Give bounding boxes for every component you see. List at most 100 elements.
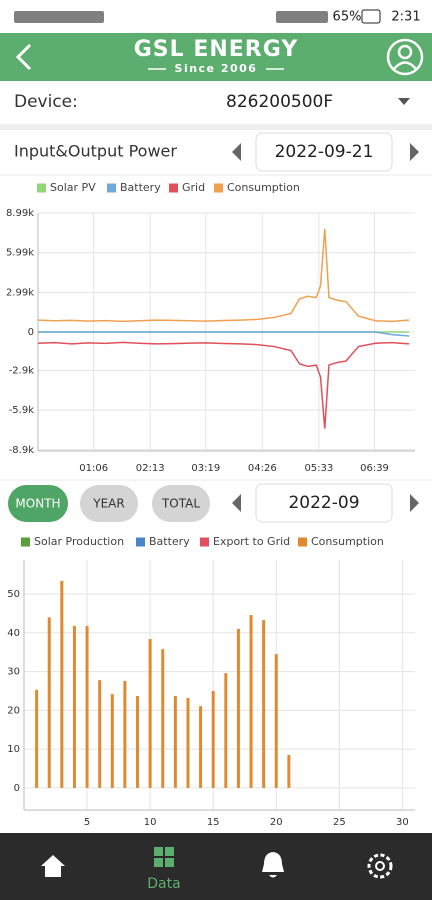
legend-swatch bbox=[214, 183, 223, 193]
bar bbox=[186, 697, 190, 788]
bar bbox=[274, 654, 278, 788]
app-subtitle: Since 2006 bbox=[175, 62, 258, 75]
date-box[interactable] bbox=[255, 132, 393, 172]
y-tick-label: 10 bbox=[7, 744, 20, 755]
device-value[interactable]: 826200500F bbox=[226, 92, 333, 112]
bar bbox=[47, 617, 51, 788]
tab-pill bbox=[8, 485, 68, 522]
nav-data-icon bbox=[154, 858, 163, 867]
bottom-nav bbox=[0, 833, 432, 900]
bar bbox=[35, 689, 39, 788]
x-tick-label: 15 bbox=[207, 817, 220, 828]
legend-swatch bbox=[107, 183, 116, 193]
bar bbox=[60, 580, 64, 788]
x-tick-label: 05:33 bbox=[304, 463, 333, 474]
legend-label: Grid bbox=[182, 181, 205, 194]
profile-head bbox=[397, 44, 413, 60]
prev-date[interactable] bbox=[232, 143, 241, 161]
bar bbox=[148, 639, 152, 788]
period-tab[interactable]: YEAR bbox=[80, 485, 138, 522]
bar bbox=[161, 649, 165, 788]
y-tick-label: 20 bbox=[7, 705, 20, 716]
next-month[interactable] bbox=[410, 494, 419, 512]
nav-settings[interactable] bbox=[367, 853, 393, 879]
bar bbox=[98, 680, 102, 788]
y-tick-label: 5.99k bbox=[6, 248, 34, 259]
status-icons-right bbox=[276, 11, 328, 23]
x-tick-label: 02:13 bbox=[136, 463, 165, 474]
nav-data-icon bbox=[165, 858, 174, 867]
legend-label: Consumption bbox=[227, 181, 300, 194]
period-tab[interactable]: MONTH bbox=[8, 485, 68, 522]
series-line bbox=[37, 341, 410, 429]
y-tick-label: 0 bbox=[28, 327, 34, 338]
clock: 2:31 bbox=[391, 10, 420, 25]
gear-outer bbox=[367, 853, 393, 879]
legend-swatch bbox=[169, 183, 178, 193]
x-tick-label: 10 bbox=[144, 817, 157, 828]
y-tick-label: 2.99k bbox=[6, 287, 34, 298]
profile-body bbox=[393, 61, 417, 70]
prev-month[interactable] bbox=[232, 494, 241, 512]
nav-notifications[interactable] bbox=[262, 852, 284, 878]
bar bbox=[211, 691, 215, 788]
nav-data-icon bbox=[165, 847, 174, 856]
x-tick-label: 5 bbox=[84, 817, 90, 828]
y-tick-label: 0 bbox=[14, 783, 20, 794]
date-value: 2022-09-21 bbox=[275, 142, 374, 162]
profile-button[interactable] bbox=[386, 38, 424, 76]
legend-swatch bbox=[298, 537, 307, 547]
bar bbox=[287, 754, 291, 788]
x-tick-label: 04:26 bbox=[248, 463, 277, 474]
bar bbox=[110, 694, 114, 788]
legend-label: Export to Grid bbox=[213, 535, 290, 548]
x-tick-label: 25 bbox=[333, 817, 346, 828]
x-tick-label: 30 bbox=[396, 817, 409, 828]
legend-swatch bbox=[136, 537, 145, 547]
x-tick-label: 03:19 bbox=[191, 463, 220, 474]
back-button[interactable] bbox=[15, 43, 32, 71]
app-title: GSL ENERGY bbox=[134, 37, 299, 62]
tab-pill bbox=[80, 485, 138, 522]
x-tick-label: 01:06 bbox=[79, 463, 108, 474]
gear-inner bbox=[375, 861, 385, 871]
separator bbox=[0, 124, 432, 130]
bar bbox=[123, 680, 127, 788]
tab-label: MONTH bbox=[15, 497, 60, 511]
nav-data[interactable]: Data bbox=[147, 847, 181, 892]
y-tick-label: -2.9k bbox=[9, 365, 35, 376]
month-box[interactable] bbox=[255, 483, 393, 523]
legend-label: Battery bbox=[120, 181, 161, 194]
bar bbox=[136, 696, 140, 788]
bar bbox=[224, 673, 228, 788]
device-dropdown[interactable] bbox=[398, 98, 410, 105]
legend-swatch bbox=[200, 537, 209, 547]
legend-label: Consumption bbox=[311, 535, 384, 548]
next-date[interactable] bbox=[410, 143, 419, 161]
nav-home[interactable] bbox=[41, 855, 65, 877]
month-value: 2022-09 bbox=[288, 493, 359, 513]
line-chart: 8.99k 5.99k 2.99k 0 -2.9k -5.9k -8.9k 01:06 02:1… bbox=[6, 181, 415, 474]
series-line bbox=[38, 331, 410, 337]
power-title: Input&Output Power bbox=[14, 142, 177, 161]
legend-swatch bbox=[21, 537, 30, 547]
legend-label: Battery bbox=[149, 535, 190, 548]
y-tick-label: 8.99k bbox=[6, 208, 34, 219]
y-tick-label: -8.9k bbox=[9, 445, 35, 456]
period-tab[interactable]: TOTAL bbox=[152, 485, 210, 522]
device-label: Device: bbox=[14, 92, 78, 112]
tab-label: TOTAL bbox=[161, 497, 200, 511]
y-tick-label: 30 bbox=[7, 667, 20, 678]
legend-swatch bbox=[37, 183, 46, 193]
bar bbox=[262, 620, 266, 788]
tab-pill bbox=[152, 485, 210, 522]
bar bbox=[249, 615, 253, 788]
legend-label: Solar Production bbox=[34, 535, 124, 548]
y-tick-label: -5.9k bbox=[9, 405, 35, 416]
bar bbox=[85, 625, 89, 788]
bar bbox=[236, 628, 240, 788]
x-tick-label: 20 bbox=[270, 817, 283, 828]
nav-data-label: Data bbox=[147, 876, 180, 892]
